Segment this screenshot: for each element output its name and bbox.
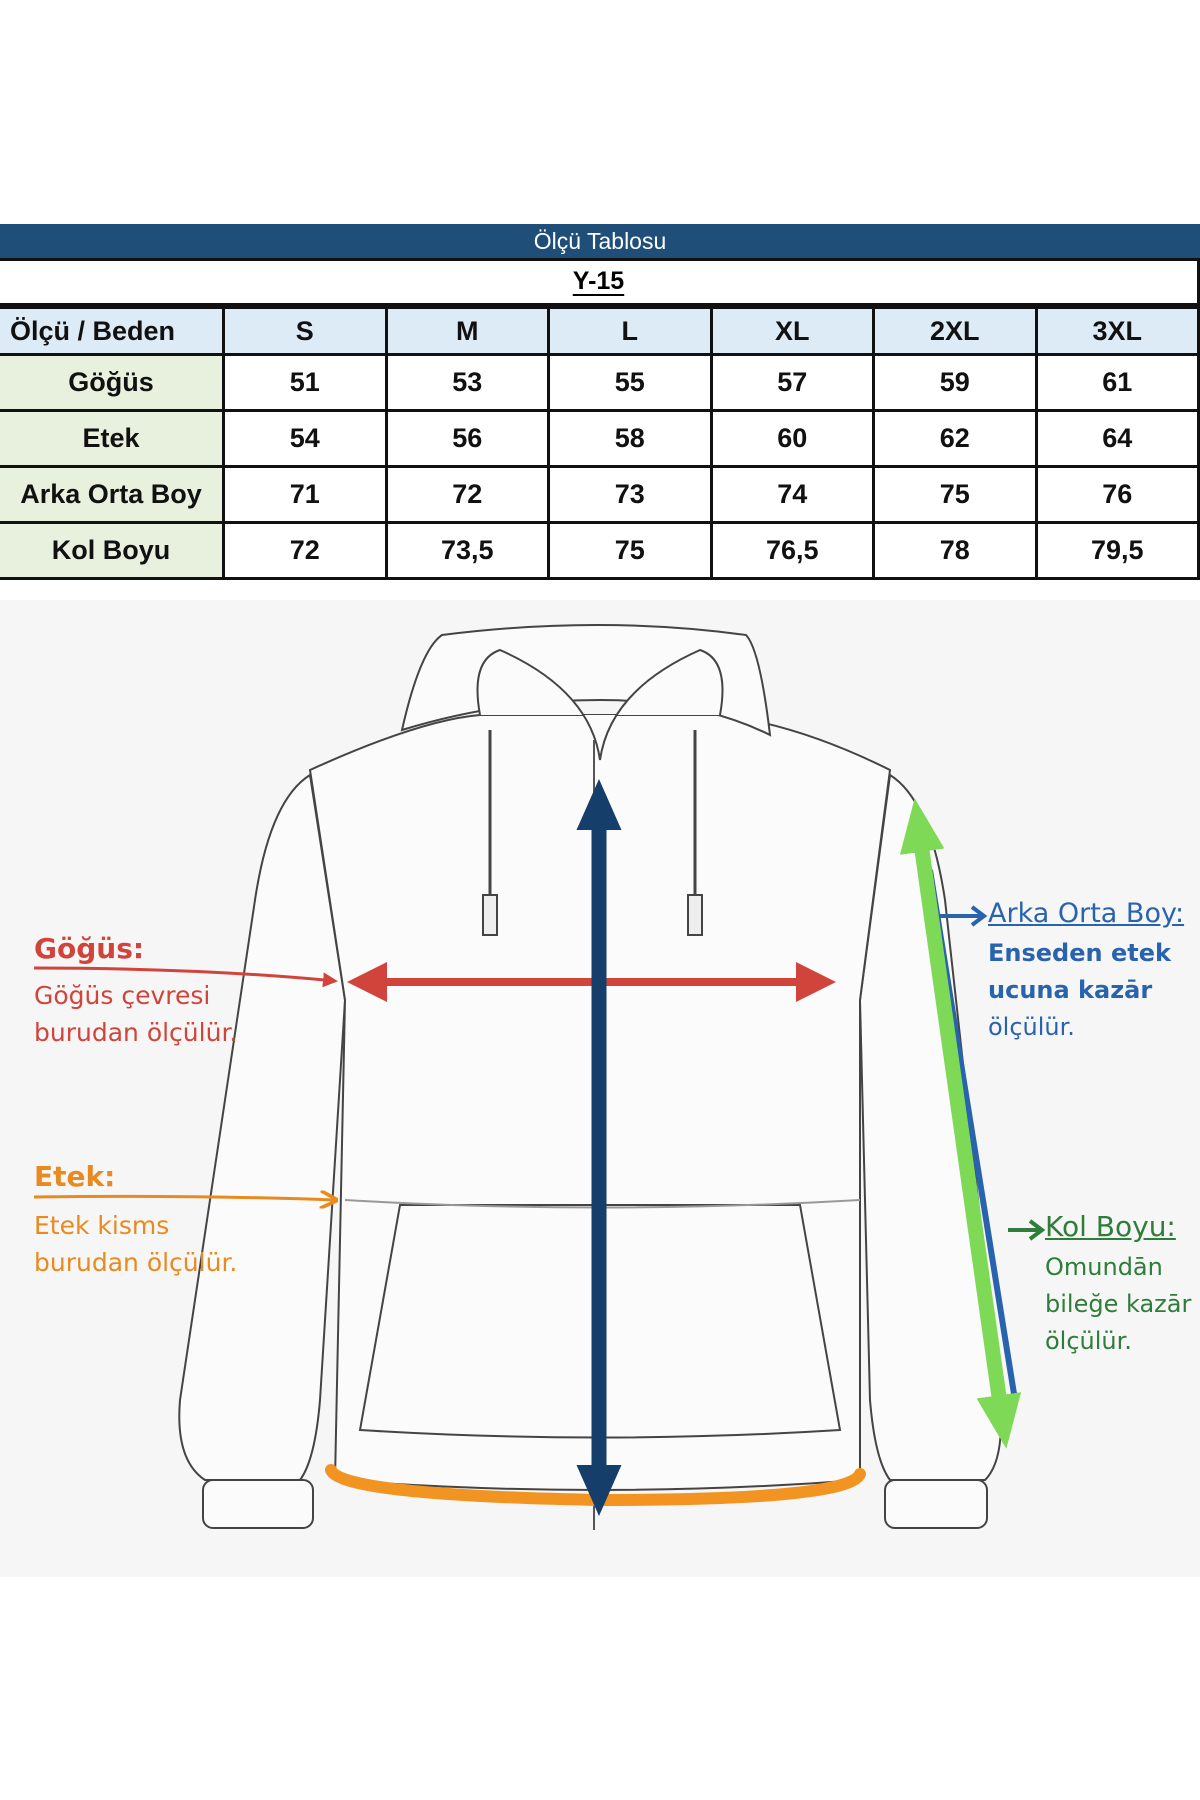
size-header-cell: 3XL — [1034, 306, 1200, 356]
table-title: Ölçü Tablosu — [0, 224, 1200, 261]
value-cell: 57 — [709, 353, 875, 412]
value-cell: 71 — [222, 465, 388, 524]
measure-name-cell: Etek — [0, 409, 225, 468]
sleeve-length-label: Kol Boyu: Omundān bileğe kazār ölçülür. — [1045, 1210, 1192, 1355]
value-cell: 72 — [384, 465, 550, 524]
size-header-cell: L — [547, 306, 713, 356]
hoodie-outline — [178, 624, 1002, 1530]
chest-leader — [33, 966, 338, 988]
size-header-cell: S — [222, 306, 388, 356]
hem-leader — [33, 1196, 335, 1200]
value-cell: 62 — [872, 409, 1038, 468]
value-cell: 75 — [547, 521, 713, 580]
measure-name-cell: Göğüs — [0, 353, 225, 412]
size-header-cell: XL — [709, 306, 875, 356]
sleeve-length-arrow — [899, 798, 1022, 1449]
value-cell: 59 — [872, 353, 1038, 412]
value-cell: 76,5 — [709, 521, 875, 580]
table-row: Arka Orta Boy 71 72 73 74 75 76 — [0, 465, 1200, 524]
size-header-cell: 2XL — [872, 306, 1038, 356]
model-code: Y-15 — [0, 261, 1200, 306]
value-cell: 64 — [1034, 409, 1200, 468]
value-cell: 56 — [384, 409, 550, 468]
value-cell: 51 — [222, 353, 388, 412]
table-row: Kol Boyu 72 73,5 75 76,5 78 79,5 — [0, 521, 1200, 580]
back-length-label: Arka Orta Boy: Enseden etek ucuna kazār … — [988, 898, 1185, 1041]
header-label-cell: Ölçü / Beden — [0, 306, 225, 356]
chest-label: Göğüs: Göğüs çevresi burudan ölçülür. — [34, 932, 238, 1047]
value-cell: 75 — [872, 465, 1038, 524]
value-cell: 76 — [1034, 465, 1200, 524]
value-cell: 78 — [872, 521, 1038, 580]
value-cell: 73 — [547, 465, 713, 524]
value-cell: 53 — [384, 353, 550, 412]
value-cell: 79,5 — [1034, 521, 1200, 580]
value-cell: 72 — [222, 521, 388, 580]
size-header-cell: M — [384, 306, 550, 356]
value-cell: 60 — [709, 409, 875, 468]
value-cell: 73,5 — [384, 521, 550, 580]
value-cell: 61 — [1034, 353, 1200, 412]
value-cell: 58 — [547, 409, 713, 468]
header-row: Ölçü / Beden S M L XL 2XL 3XL — [0, 306, 1200, 356]
value-cell: 55 — [547, 353, 713, 412]
value-cell: 54 — [222, 409, 388, 468]
measure-name-cell: Arka Orta Boy — [0, 465, 225, 524]
hem-label: Etek: Etek kisms burudan ölçülür. — [34, 1160, 238, 1277]
table-row: Göğüs 51 53 55 57 59 61 — [0, 353, 1200, 412]
measure-name-cell: Kol Boyu — [0, 521, 225, 580]
value-cell: 74 — [709, 465, 875, 524]
size-chart-table: Ölçü Tablosu Y-15 Ölçü / Beden S M L XL 2XL 3X… — [0, 224, 1200, 580]
table-row: Etek 54 56 58 60 62 64 — [0, 409, 1200, 468]
